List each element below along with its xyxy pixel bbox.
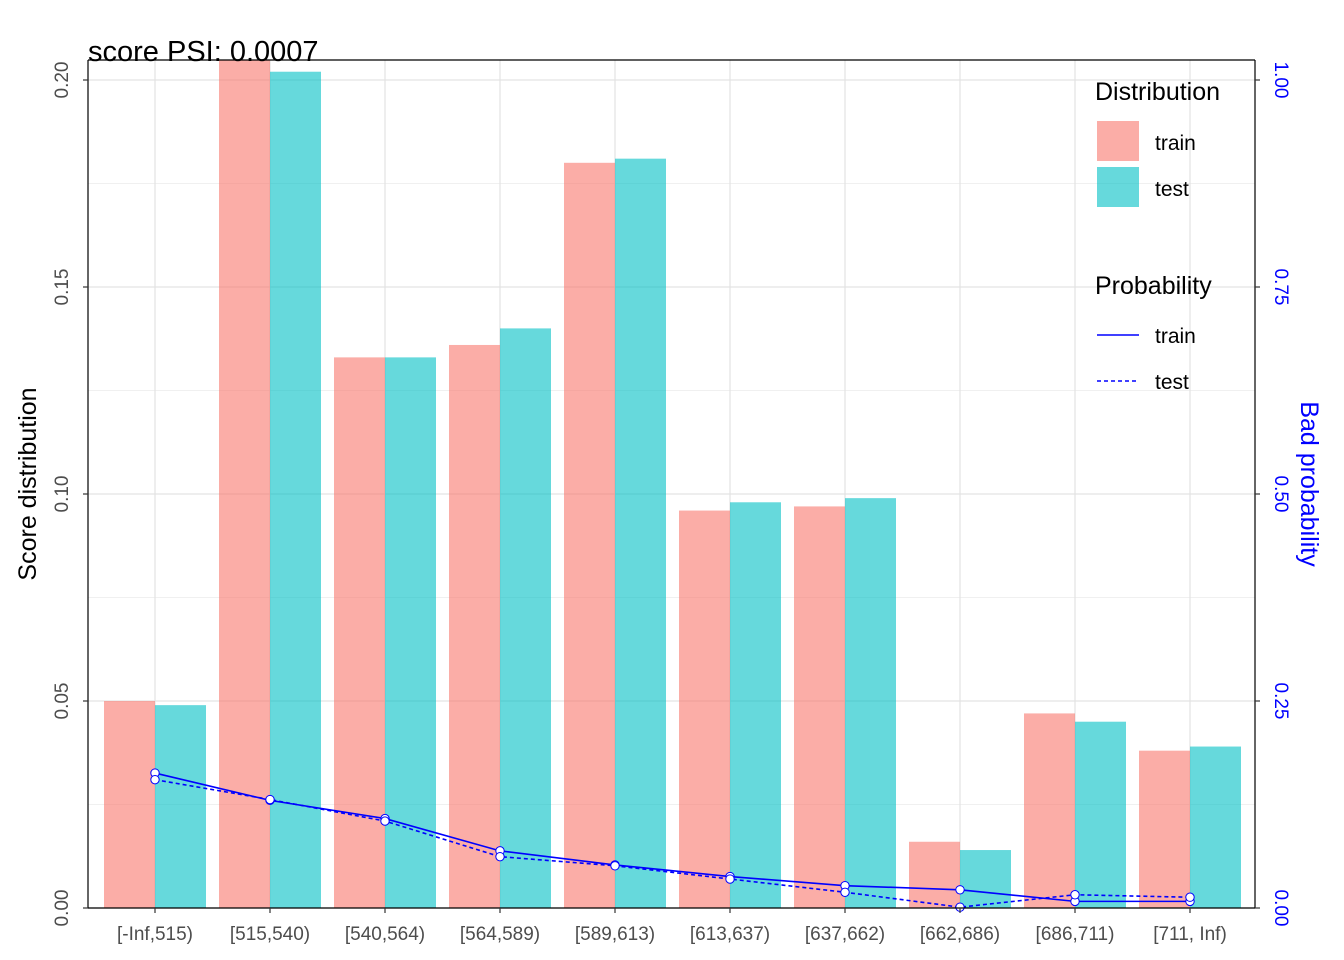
chart-title: score PSI: 0.0007 — [88, 36, 319, 68]
legend-train-label: train — [1155, 132, 1196, 155]
x-tick-label: [589,613) — [575, 924, 655, 945]
bar-train-2 — [334, 357, 385, 908]
axes: 0.00 0.05 0.10 0.15 0.20 0.00 0.25 0.50 0.75 1.00… — [52, 59, 1291, 945]
bar-train-0 — [104, 701, 155, 908]
point-test-2 — [380, 816, 390, 826]
legend: Distribution train test Probability trai… — [1095, 78, 1220, 394]
line-train — [154, 772, 1190, 903]
legend-test-swatch — [1097, 167, 1139, 207]
point-test-0 — [150, 774, 160, 785]
right-tick-label: 1.00 — [1270, 62, 1291, 99]
point-test-8 — [1070, 890, 1080, 900]
x-tick-label: [-Inf,515) — [117, 924, 193, 945]
bar-train-3 — [449, 344, 500, 909]
bar-train-1 — [219, 60, 270, 908]
x-tick-label: [540,564) — [345, 924, 425, 945]
bar-test-8 — [1075, 721, 1126, 908]
bar-train-8 — [1024, 713, 1075, 908]
left-tick-label: 0.00 — [52, 890, 73, 927]
right-tick-label: 0.25 — [1270, 683, 1291, 720]
bar-train-4 — [564, 162, 615, 909]
bar-test-3 — [500, 328, 551, 908]
bar-test-7 — [960, 850, 1011, 908]
right-tick-label: 0.00 — [1270, 890, 1291, 927]
right-y-axis-label: Bad probability — [1295, 401, 1323, 567]
legend-probability-title: Probability — [1095, 272, 1212, 300]
bar-test-2 — [385, 357, 436, 908]
point-train-7 — [955, 885, 965, 895]
x-tick-label: [686,711) — [1036, 924, 1115, 945]
point-test-3 — [495, 851, 505, 862]
bar-test-5 — [730, 502, 781, 908]
left-tick-label: 0.15 — [52, 269, 73, 306]
bar-test-0 — [155, 705, 206, 908]
right-tick-label: 0.50 — [1270, 476, 1291, 513]
bar-train-9 — [1139, 750, 1190, 908]
x-tick-label: [711, Inf) — [1153, 924, 1227, 945]
legend-test-label: test — [1155, 178, 1189, 201]
bar-test-6 — [845, 498, 896, 908]
x-tick-label: [613,637) — [690, 924, 770, 945]
bar-test-4 — [615, 158, 666, 908]
legend-test-line-label: test — [1155, 371, 1189, 394]
point-test-1 — [265, 794, 275, 805]
y-axis-label: Score distribution — [14, 387, 42, 580]
point-test-5 — [725, 874, 735, 884]
x-tick-label: [515,540) — [230, 924, 310, 945]
bars — [104, 60, 1241, 909]
bar-train-5 — [679, 510, 730, 908]
legend-train-swatch — [1097, 121, 1139, 161]
point-test-6 — [840, 887, 850, 897]
bar-test-1 — [270, 71, 321, 909]
bar-test-9 — [1190, 746, 1241, 908]
left-tick-label: 0.10 — [52, 476, 73, 513]
legend-distribution-title: Distribution — [1095, 78, 1220, 106]
bar-train-6 — [794, 506, 845, 908]
left-tick-label: 0.05 — [52, 683, 73, 720]
line-test — [154, 778, 1191, 908]
bar-train-7 — [909, 841, 960, 908]
x-tick-label: [637,662) — [805, 924, 885, 945]
left-tick-label: 0.20 — [52, 62, 73, 99]
point-test-9 — [1185, 892, 1195, 902]
x-tick-label: [662,686) — [920, 924, 1000, 945]
legend-train-line-label: train — [1155, 325, 1196, 348]
x-tick-label: [564,589) — [460, 924, 540, 945]
point-test-4 — [610, 861, 620, 871]
probability-lines — [150, 768, 1195, 912]
right-tick-label: 0.75 — [1270, 269, 1291, 306]
